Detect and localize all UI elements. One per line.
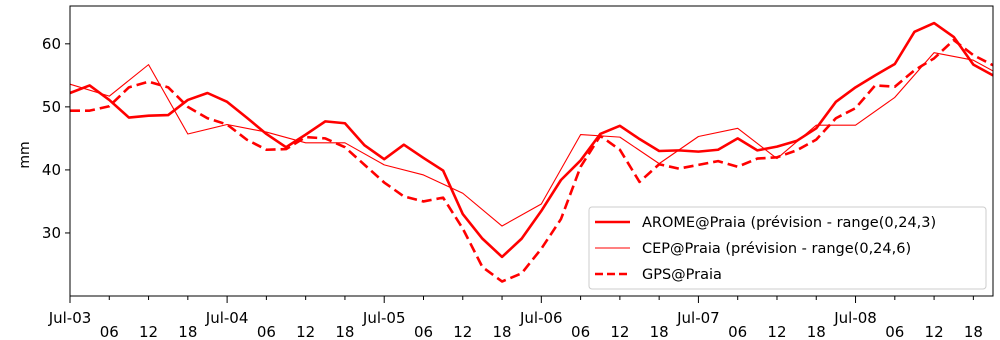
legend-label-3: GPS@Praia [642, 267, 722, 283]
x-tick-label-hour: 06 [414, 323, 433, 340]
x-tick-label-date: Jul-05 [362, 309, 406, 327]
plot-frame [69, 5, 994, 297]
x-tick-label-date: Jul-08 [833, 309, 877, 327]
x-tick-label-hour: 18 [492, 323, 511, 340]
series-line-3 [70, 38, 994, 283]
x-tick-label-hour: 12 [767, 323, 786, 340]
y-tick-label: 50 [42, 98, 61, 116]
x-tick-label-date: Jul-04 [205, 309, 249, 327]
x-tick-label-date: Jul-03 [48, 309, 92, 327]
series-line-1 [69, 21, 994, 259]
y-tick-label: 60 [42, 35, 61, 53]
x-tick-label-hour: 06 [257, 323, 276, 340]
x-axis: Jul-03 06 12 18 Jul-04 06 12 18 Jul-05 06 12 18 Jul-… [48, 296, 983, 340]
x-tick-label-date: Jul-07 [676, 309, 720, 327]
x-tick-label-hour: 12 [296, 323, 315, 340]
legend-label-2: CEP@Praia (prévision - range(0,24,6) [642, 241, 911, 257]
y-tick-label: 40 [42, 161, 61, 179]
series-line-2 [69, 52, 994, 227]
y-axis: 30 40 50 60 [42, 35, 70, 242]
x-tick-label-hour: 18 [807, 323, 826, 340]
x-tick-label-hour: 18 [964, 323, 983, 340]
legend-box [588, 206, 987, 290]
x-tick-label-hour: 18 [650, 323, 669, 340]
y-tick-label: 30 [42, 224, 61, 242]
x-tick-label-hour: 12 [925, 323, 944, 340]
x-tick-label-hour: 06 [571, 323, 590, 340]
x-tick-label-date: Jul-06 [519, 309, 563, 327]
x-tick-label-hour: 18 [178, 323, 197, 340]
x-tick-label-hour: 06 [100, 323, 119, 340]
x-tick-label-hour: 12 [139, 323, 158, 340]
y-axis-label: mm [17, 141, 33, 168]
x-tick-label-hour: 18 [335, 323, 354, 340]
x-tick-label-hour: 12 [610, 323, 629, 340]
legend: AROME@Praia (prévision - range(0,24,3) CE… [588, 206, 987, 290]
x-tick-label-hour: 06 [728, 323, 747, 340]
legend-label-1: AROME@Praia (prévision - range(0,24,3) [642, 215, 936, 231]
x-tick-label-hour: 12 [453, 323, 472, 340]
x-tick-label-hour: 06 [885, 323, 904, 340]
series-layer [69, 21, 994, 283]
